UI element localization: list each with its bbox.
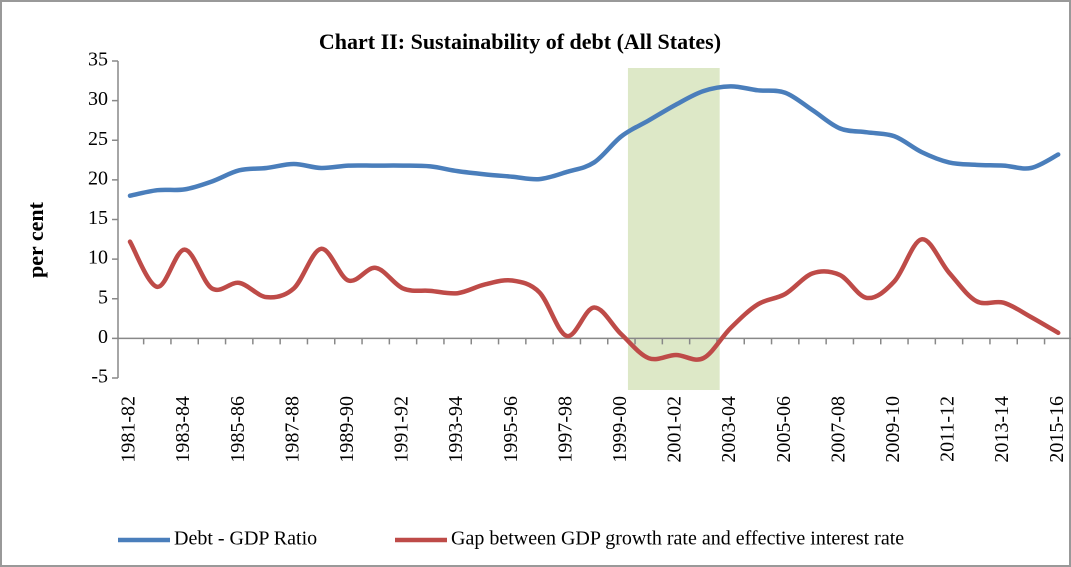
- y-tick-label: 0: [98, 326, 108, 348]
- y-tick-label: -5: [91, 366, 108, 388]
- x-tick-label: 2009-10: [882, 396, 904, 463]
- x-tick-label: 1993-94: [445, 396, 467, 463]
- x-tick-label: 1995-96: [500, 396, 522, 463]
- y-tick-label: 35: [88, 49, 108, 71]
- y-tick-label: 20: [88, 167, 108, 189]
- x-tick-label: 1999-00: [609, 396, 631, 463]
- y-tick-label: 10: [88, 247, 108, 269]
- y-tick-label: 25: [88, 128, 108, 150]
- data-line: [127, 84, 1061, 198]
- x-tick-label: 1997-98: [554, 396, 576, 463]
- y-tick-label: 30: [88, 88, 108, 110]
- x-tick-label: 2013-14: [991, 396, 1013, 463]
- y-axis-label: per cent: [23, 201, 48, 278]
- legend-label: Debt - GDP Ratio: [174, 528, 317, 550]
- x-tick-label: 2015-16: [1046, 396, 1068, 463]
- y-tick-label: 5: [98, 286, 108, 308]
- x-tick-label: 1987-88: [281, 396, 303, 463]
- x-tick-label: 2001-02: [664, 396, 686, 463]
- x-tick-label: 1985-86: [227, 396, 249, 463]
- legend-label: Gap between GDP growth rate and effectiv…: [451, 528, 904, 550]
- y-tick-label: 15: [88, 207, 108, 229]
- x-tick-label: 1989-90: [336, 396, 358, 463]
- x-tick-label: 1983-84: [172, 396, 194, 463]
- x-tick-label: 2003-04: [718, 396, 740, 463]
- x-tick-label: 2007-08: [827, 396, 849, 463]
- x-tick-label: 1991-92: [391, 396, 413, 463]
- x-tick-label: 1981-82: [118, 396, 140, 463]
- chart-title: Chart II: Sustainability of debt (All St…: [319, 29, 721, 54]
- x-tick-label: 2011-12: [937, 396, 959, 462]
- data-line: [127, 237, 1061, 362]
- x-tick-label: 2005-06: [773, 396, 795, 463]
- shaded-period: [627, 68, 720, 390]
